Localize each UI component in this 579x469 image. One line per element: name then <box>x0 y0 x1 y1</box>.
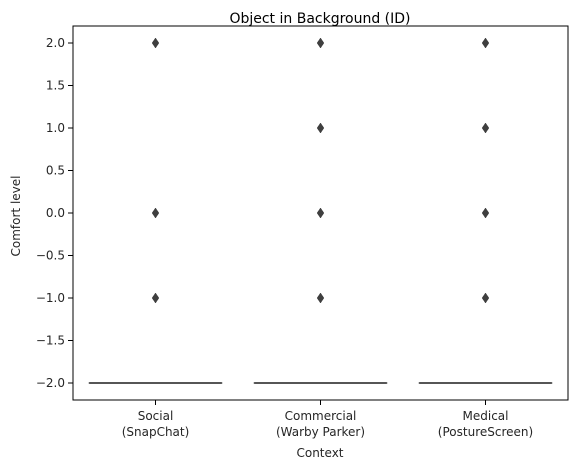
y-tick-label: 0.5 <box>46 164 65 178</box>
x-tick-label-line2: (PostureScreen) <box>438 425 533 439</box>
y-tick-label: 0.0 <box>46 206 65 220</box>
x-tick-label-line1: Commercial <box>285 409 357 423</box>
x-tick-label-line1: Medical <box>463 409 509 423</box>
outlier-point <box>481 292 490 304</box>
outlier-point <box>481 207 490 219</box>
y-tick-label: −2.0 <box>36 376 65 390</box>
y-tick-label: −1.0 <box>36 291 65 305</box>
outlier-point <box>151 37 160 49</box>
outlier-point <box>316 37 325 49</box>
x-axis-label: Context <box>296 446 343 460</box>
outlier-point <box>316 292 325 304</box>
y-tick-label: −1.5 <box>36 334 65 348</box>
outlier-point <box>316 207 325 219</box>
outlier-point <box>481 37 490 49</box>
chart-title: Object in Background (ID) <box>229 11 410 27</box>
y-tick-label: 1.0 <box>46 121 65 135</box>
x-axis-ticks: Social (SnapChat) Commercial (Warby Parker)… <box>122 400 533 439</box>
outlier-point <box>151 292 160 304</box>
x-tick-label-line2: (SnapChat) <box>122 425 190 439</box>
y-axis-ticks: 2.0 1.5 1.0 0.5 0.0 −0.5 −1.0 −1.5 −2.0 <box>36 36 73 390</box>
y-tick-label: 1.5 <box>46 79 65 93</box>
outlier-point <box>151 207 160 219</box>
y-tick-label: −0.5 <box>36 249 65 263</box>
y-axis-label: Comfort level <box>9 176 23 257</box>
plot-area-frame <box>72 25 569 401</box>
outlier-point <box>481 122 490 134</box>
x-tick-label-line1: Social <box>138 409 174 423</box>
outlier-points <box>151 37 490 304</box>
y-tick-label: 2.0 <box>46 36 65 50</box>
x-tick-label-line2: (Warby Parker) <box>276 425 365 439</box>
outlier-point <box>316 122 325 134</box>
